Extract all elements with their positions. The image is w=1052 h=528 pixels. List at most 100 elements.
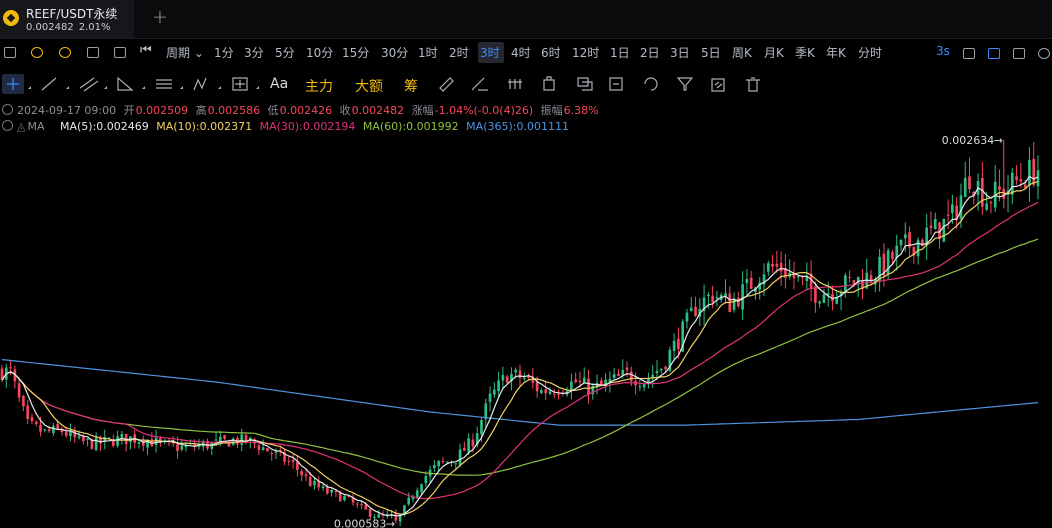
candle-body [184, 445, 188, 448]
period-9[interactable]: 4时 [511, 46, 531, 60]
candle-body [99, 436, 102, 444]
period-18[interactable]: 季K [795, 46, 815, 60]
candle-body [895, 245, 899, 258]
split-icon[interactable] [114, 47, 126, 58]
period-11[interactable]: 12时 [572, 46, 600, 60]
candle-body [351, 498, 355, 503]
period-7[interactable]: 2时 [449, 46, 469, 60]
period-5[interactable]: 30分 [381, 46, 409, 60]
candle-body [959, 195, 963, 219]
add-tab-button[interactable]: + [152, 6, 168, 28]
candle-body [861, 279, 864, 289]
period-10[interactable]: 6时 [541, 46, 561, 60]
main-force-button[interactable]: 主力 [305, 79, 333, 95]
candle-body [458, 449, 462, 466]
layout-icon[interactable] [87, 47, 99, 58]
candle-body [180, 445, 184, 450]
period-0[interactable]: 1分 [214, 46, 234, 60]
candle-body [441, 461, 445, 463]
candle-body [467, 438, 470, 452]
candle-body [681, 321, 685, 352]
chips-button[interactable]: 筹 [404, 79, 418, 95]
candle-body [651, 374, 655, 378]
period-6[interactable]: 1时 [418, 46, 438, 60]
period-menu[interactable]: 周期 ⌄ [166, 46, 204, 60]
symbol-tab[interactable]: REEF/USDT永续 0.002482 2.01% [0, 0, 134, 38]
period-2[interactable]: 5分 [275, 46, 295, 60]
candlestick-chart[interactable]: 0.002634 → 0.000583 → [0, 135, 1052, 528]
candle-body [608, 378, 612, 383]
candle-body [261, 447, 265, 451]
candle-body [454, 463, 458, 465]
period-17[interactable]: 月K [764, 46, 784, 60]
refresh-interval[interactable]: 3s [936, 44, 950, 58]
symbol-title: REEF/USDT永续 [26, 7, 118, 21]
chart-type-icon[interactable] [4, 47, 16, 58]
flash-icon[interactable] [59, 47, 71, 58]
candle-body [484, 403, 488, 420]
ma-toggle-icon[interactable] [2, 120, 13, 131]
candle-body [433, 464, 436, 469]
candle-body [882, 253, 886, 276]
period-16[interactable]: 周K [732, 46, 752, 60]
candle-body [77, 436, 81, 438]
candle-body [146, 440, 149, 448]
candle-body [398, 514, 402, 522]
period-13[interactable]: 2日 [640, 46, 660, 60]
copy-icon [577, 77, 593, 91]
candle-body [981, 177, 984, 207]
rewind-icon[interactable]: ⏮ [140, 43, 152, 58]
candle-body [540, 390, 543, 393]
period-15[interactable]: 5日 [701, 46, 721, 60]
candle-body [518, 370, 522, 379]
candle-body [629, 371, 633, 382]
candle-body [758, 282, 762, 290]
period-3[interactable]: 10分 [306, 46, 334, 60]
candle-body [334, 491, 338, 493]
candle-body [326, 487, 329, 494]
min-arrow: → [386, 518, 395, 528]
candle-body [321, 486, 325, 489]
period-20[interactable]: 分时 [858, 46, 883, 60]
filter-icon [676, 77, 694, 91]
candle-body [839, 291, 843, 297]
candle-body [715, 297, 719, 299]
candle-body [831, 293, 834, 302]
period-1[interactable]: 3分 [244, 46, 264, 60]
big-order-button[interactable]: 大额 [355, 79, 383, 95]
camera-icon[interactable] [963, 48, 975, 59]
candle-body [886, 250, 890, 275]
active-period-bg [478, 42, 504, 63]
toggle-circle-icon[interactable] [2, 104, 13, 115]
period-19[interactable]: 年K [826, 46, 846, 60]
tab-bar: REEF/USDT永续 0.002482 2.01% + [0, 0, 1052, 39]
candle-body [30, 417, 34, 422]
indicator-icon[interactable] [31, 47, 43, 58]
candle-body [878, 256, 881, 282]
candle-body [587, 378, 590, 395]
candle-body [107, 437, 111, 439]
period-8[interactable]: 3时 [480, 46, 500, 60]
binance-logo-icon [3, 10, 19, 26]
candle-body [775, 263, 779, 267]
settings-icon[interactable] [1038, 48, 1050, 59]
candle-body [578, 380, 582, 382]
magnet-icon [644, 77, 658, 91]
candle-body [912, 246, 916, 256]
popout-icon[interactable] [1013, 48, 1025, 59]
close-value: 0.002482 [351, 104, 405, 117]
low-value: 0.002426 [279, 104, 333, 117]
ma365-line [1, 359, 1039, 426]
pencil-icon[interactable] [988, 48, 1000, 59]
text-tool[interactable]: Aa [270, 76, 289, 92]
period-12[interactable]: 1日 [610, 46, 630, 60]
period-14[interactable]: 3日 [670, 46, 690, 60]
candle-body [43, 429, 47, 431]
candle-body [17, 383, 21, 398]
eye-icon[interactable]: ◬ [17, 120, 26, 133]
period-4[interactable]: 15分 [342, 46, 370, 60]
ma60-line [1, 238, 1039, 476]
ma-lines [1, 175, 1039, 517]
candle-body [1019, 179, 1023, 182]
candle-body [822, 294, 826, 303]
